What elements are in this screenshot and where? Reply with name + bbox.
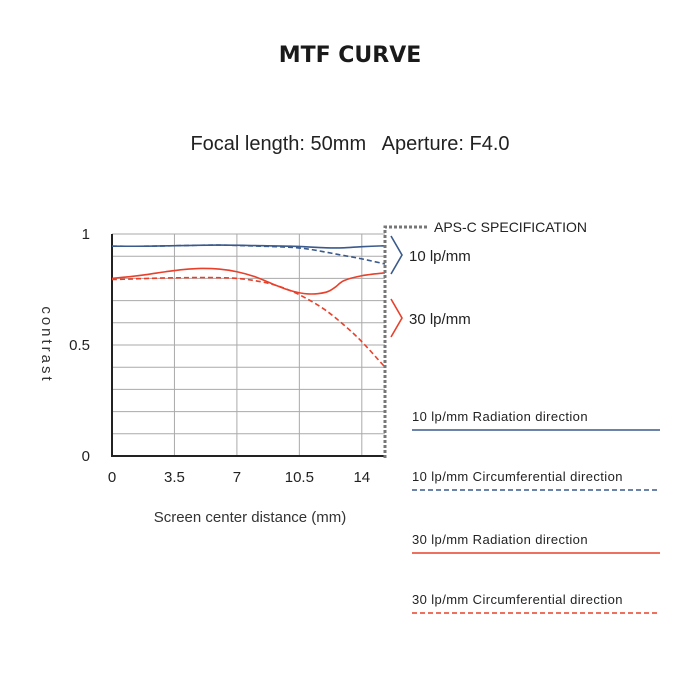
y-tick-label: 1 [82, 226, 90, 243]
x-tick-label: 3.5 [164, 469, 185, 486]
group-label-30lp: 30 lp/mm [409, 311, 471, 328]
tick-labels: 0 3.5 7 10.5 14 0 0.5 1 [69, 226, 370, 486]
x-tick-label: 14 [353, 469, 370, 486]
series-10lp-circumferential [111, 244, 386, 265]
x-tick-label: 0 [108, 469, 116, 486]
series-30lp-circumferential [111, 276, 386, 368]
y-tick-label: 0.5 [69, 337, 90, 354]
grid [111, 233, 385, 457]
series-lines [111, 244, 386, 368]
x-tick-label: 10.5 [285, 469, 314, 486]
annotations: APS-C SPECIFICATION 10 lp/mm 30 lp/mm [383, 219, 587, 458]
chart-title: MTF CURVE [279, 43, 422, 68]
aps-c-spec-line [383, 225, 428, 458]
y-axis-label: contrast [38, 306, 55, 383]
legend-30lp-circumferential-label: 30 lp/mm Circumferential direction [412, 592, 623, 607]
group-label-10lp: 10 lp/mm [409, 248, 471, 265]
bracket-30lp [390, 298, 403, 338]
legend: 10 lp/mm Radiation direction 10 lp/mm Cir… [412, 409, 660, 614]
x-axis-label: Screen center distance (mm) [154, 509, 347, 526]
y-tick-label: 0 [82, 448, 90, 465]
legend-10lp-circumferential-label: 10 lp/mm Circumferential direction [412, 469, 623, 484]
legend-30lp-radiation-label: 30 lp/mm Radiation direction [412, 532, 588, 547]
legend-10lp-radiation-label: 10 lp/mm Radiation direction [412, 409, 588, 424]
aps-c-spec-label: APS-C SPECIFICATION [434, 219, 587, 235]
x-tick-label: 7 [233, 469, 241, 486]
chart-subtitle: Focal length: 50mm Aperture: F4.0 [190, 133, 509, 155]
series-30lp-radiation [111, 267, 386, 295]
bracket-10lp [390, 235, 403, 275]
